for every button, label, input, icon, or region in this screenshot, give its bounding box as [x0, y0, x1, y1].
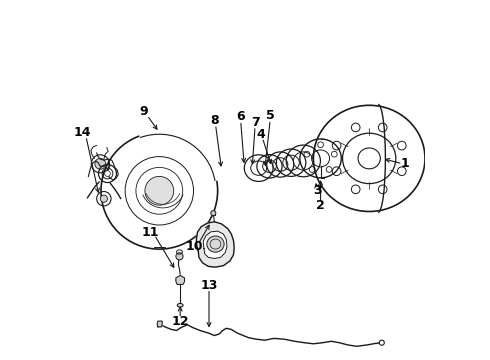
Ellipse shape: [207, 236, 224, 252]
Circle shape: [104, 171, 110, 176]
Text: 7: 7: [251, 116, 260, 129]
Text: 6: 6: [236, 111, 245, 123]
Circle shape: [95, 158, 106, 169]
Circle shape: [379, 340, 384, 345]
Text: 9: 9: [139, 105, 148, 118]
Circle shape: [176, 253, 183, 260]
Text: 3: 3: [313, 184, 321, 197]
Polygon shape: [196, 222, 234, 267]
Text: 12: 12: [172, 315, 189, 328]
Text: 11: 11: [141, 226, 159, 239]
Text: 14: 14: [74, 126, 91, 139]
Text: 5: 5: [266, 109, 274, 122]
Text: 10: 10: [186, 240, 203, 253]
Circle shape: [211, 211, 216, 216]
Polygon shape: [157, 321, 162, 327]
Polygon shape: [203, 231, 227, 258]
Text: 8: 8: [210, 114, 219, 127]
Text: 1: 1: [400, 157, 409, 170]
Circle shape: [100, 195, 107, 202]
Text: 13: 13: [200, 279, 218, 292]
Text: 2: 2: [316, 199, 325, 212]
Ellipse shape: [358, 148, 380, 169]
Polygon shape: [176, 275, 185, 284]
Ellipse shape: [177, 303, 183, 307]
Circle shape: [145, 176, 174, 205]
Text: 4: 4: [257, 129, 266, 141]
